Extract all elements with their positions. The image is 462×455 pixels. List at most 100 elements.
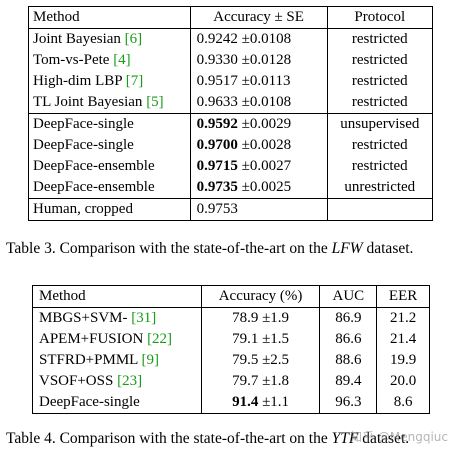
accuracy-value: 79.1 — [232, 331, 259, 347]
method-name: Joint Bayesian — [33, 31, 125, 47]
method-name: DeepFace-single — [33, 137, 134, 153]
method-name: Human, cropped — [33, 201, 133, 217]
accuracy-value: 78.9 — [232, 310, 259, 326]
table-row: TL Joint Bayesian [5] 0.9633 ±0.0108 restr… — [28, 92, 433, 114]
accuracy-value: 0.9715 — [196, 158, 238, 174]
method-cell: MBGS+SVM- [31] — [32, 307, 202, 329]
method-cell: DeepFace-ensemble — [28, 156, 191, 177]
auc-cell: 86.9 — [319, 307, 378, 329]
standard-error: ±0.0027 — [241, 158, 292, 174]
accuracy-cell: 0.9517 ±0.0113 — [190, 71, 328, 92]
caption-dataset: LFW — [331, 240, 363, 257]
protocol-cell: unrestricted — [344, 179, 416, 195]
standard-error: ±0.0025 — [241, 179, 292, 195]
column-header: Method — [32, 285, 202, 308]
citation-link[interactable]: [7] — [125, 73, 144, 89]
table-row: Tom-vs-Pete [4] 0.9330 ±0.0128 restricted — [28, 50, 433, 71]
auc-cell: 88.6 — [319, 350, 378, 371]
accuracy-value: 0.9633 — [196, 94, 238, 110]
table-4: Method Accuracy (%) AUC EER MBGS+SVM- [31] 78… — [32, 285, 430, 414]
standard-error: ±0.0113 — [241, 73, 291, 89]
method-cell: DeepFace-single — [32, 392, 202, 414]
table-3-caption: Table 3. Comparison with the state-of-th… — [6, 240, 413, 258]
citation-link[interactable]: [9] — [141, 352, 160, 368]
column-header: EER — [376, 285, 430, 308]
citation-link[interactable]: [6] — [124, 31, 143, 47]
citation-link[interactable]: [4] — [113, 52, 131, 68]
method-name: MBGS+SVM- — [39, 310, 132, 326]
method-cell: High-dim LBP [7] — [28, 71, 191, 92]
accuracy-cell: 91.4 ±1.1 — [201, 392, 321, 414]
accuracy-value: 0.9592 — [196, 116, 238, 132]
accuracy-value: 0.9242 — [196, 31, 238, 47]
column-header: Method — [28, 6, 191, 29]
method-name: DeepFace-ensemble — [33, 158, 155, 174]
auc-cell: 86.6 — [319, 329, 378, 350]
standard-error: ±1.9 — [262, 310, 290, 326]
method-name: DeepFace-ensemble — [33, 179, 155, 195]
accuracy-cell: 79.1 ±1.5 — [201, 329, 321, 350]
standard-error: ±0.0108 — [241, 31, 292, 47]
accuracy-cell: 0.9592 ±0.0029 — [190, 113, 328, 135]
accuracy-value: 79.5 — [232, 352, 259, 368]
table-4-caption: Table 4. Comparison with the state-of-th… — [6, 430, 409, 448]
eer-cell: 20.0 — [389, 373, 417, 389]
method-name: STFRD+PMML — [39, 352, 142, 368]
standard-error: ±0.0028 — [241, 137, 292, 153]
protocol-cell: restricted — [351, 52, 408, 68]
method-cell: DeepFace-single — [28, 135, 191, 156]
accuracy-value: 0.9517 — [196, 73, 238, 89]
table-header-row: Method Accuracy (%) AUC EER — [32, 285, 430, 308]
table-row: MBGS+SVM- [31] 78.9 ±1.9 86.9 21.2 — [32, 307, 430, 329]
method-name: APEM+FUSION — [39, 331, 148, 347]
method-name: DeepFace-single — [33, 116, 134, 132]
standard-error: ±1.8 — [262, 373, 290, 389]
column-header: AUC — [319, 285, 378, 308]
accuracy-value: 0.9330 — [196, 52, 238, 68]
caption-suffix: dataset. — [358, 430, 410, 447]
method-cell: Human, cropped — [28, 198, 191, 221]
accuracy-cell: 0.9242 ±0.0108 — [190, 28, 328, 50]
method-cell: VSOF+OSS [23] — [32, 371, 202, 392]
method-cell: STFRD+PMML [9] — [32, 350, 202, 371]
accuracy-cell: 0.9700 ±0.0028 — [190, 135, 328, 156]
citation-link[interactable]: [22] — [147, 331, 173, 347]
standard-error: ±0.0128 — [241, 52, 292, 68]
protocol-cell: restricted — [351, 158, 408, 174]
table-row: Joint Bayesian [6] 0.9242 ±0.0108 restrict… — [28, 28, 433, 50]
protocol-cell: restricted — [351, 73, 408, 89]
method-name: TL Joint Bayesian — [33, 94, 147, 110]
eer-cell: 21.4 — [389, 331, 417, 347]
accuracy-cell: 0.9633 ±0.0108 — [190, 92, 328, 114]
caption-suffix: dataset. — [362, 240, 414, 257]
method-name: Tom-vs-Pete — [33, 52, 114, 68]
citation-link[interactable]: [23] — [117, 373, 143, 389]
method-cell: APEM+FUSION [22] — [32, 329, 202, 350]
citation-link[interactable]: [31] — [131, 310, 157, 326]
protocol-cell: restricted — [351, 137, 408, 153]
table-row: DeepFace-single 91.4 ±1.1 96.3 8.6 — [32, 392, 430, 414]
method-cell: TL Joint Bayesian [5] — [28, 92, 191, 114]
method-name: VSOF+OSS — [39, 373, 118, 389]
accuracy-cell: 0.9715 ±0.0027 — [190, 156, 328, 177]
accuracy-value: 0.9700 — [196, 137, 238, 153]
accuracy-cell: 0.9735 ±0.0025 — [190, 177, 328, 199]
citation-link[interactable]: [5] — [146, 94, 164, 110]
method-cell: Joint Bayesian [6] — [28, 28, 191, 50]
eer-cell: 21.2 — [389, 310, 417, 326]
table-row: VSOF+OSS [23] 79.7 ±1.8 89.4 20.0 — [32, 371, 430, 392]
standard-error: ±0.0029 — [241, 116, 292, 132]
table-row: DeepFace-single 0.9700 ±0.0028 restricted — [28, 135, 433, 156]
accuracy-value: 91.4 — [232, 394, 259, 410]
method-name: High-dim LBP — [33, 73, 126, 89]
accuracy-value: 79.7 — [232, 373, 259, 389]
accuracy-value: 0.9753 — [196, 201, 238, 217]
watermark: 知乎 @Mengqiuc — [350, 430, 448, 444]
method-cell: DeepFace-single — [28, 113, 191, 135]
protocol-cell: unsupervised — [327, 113, 433, 135]
protocol-cell: restricted — [351, 94, 408, 110]
column-header: Accuracy (%) — [201, 285, 321, 308]
eer-cell: 8.6 — [393, 394, 413, 410]
table-row: Human, cropped 0.9753 — [28, 198, 433, 221]
caption-dataset: YTF — [331, 430, 359, 447]
